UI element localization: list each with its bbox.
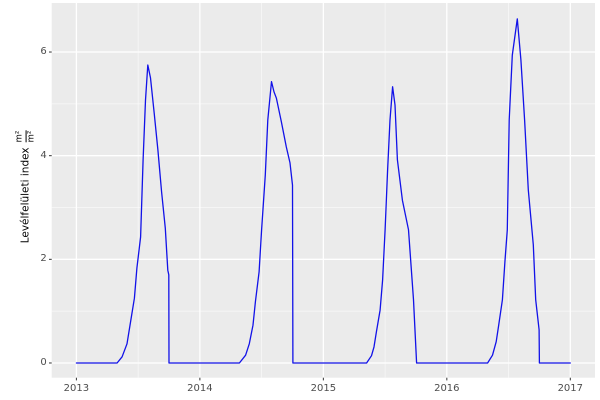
x-tick-label-2014: 2014 [187,382,213,394]
y-tick-label-0: 0 [40,356,47,368]
fraction-denominator: m² [26,130,37,143]
y-axis-title-text: Levélfelületi index [20,147,32,244]
lai-line-series [75,18,571,364]
y-axis-title-fraction: m² m² [14,130,37,143]
y-axis-title: Levélfelületi index m² m² [14,130,37,244]
y-tick-label-2: 2 [40,253,47,265]
fraction-numerator: m² [14,130,25,143]
x-tick-label-2015: 2015 [310,382,337,394]
y-tick-label-6: 6 [40,46,47,58]
x-tick-label-2013: 2013 [63,382,90,394]
y-tick-label-4: 4 [40,149,47,161]
x-tick-label-2017: 2017 [557,382,584,394]
x-tick-label-2016: 2016 [434,382,460,394]
